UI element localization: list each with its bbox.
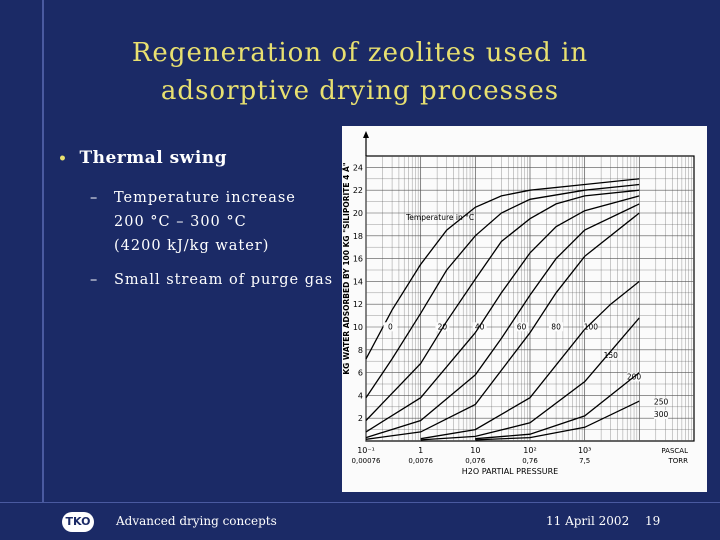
sub2-text: Small stream of purge gas (114, 272, 334, 288)
series-line-250 (475, 372, 640, 440)
y-tick-label: 4 (358, 391, 363, 400)
unit-label-torr: TORR (667, 457, 688, 465)
footer-date: 11 April 2002 (546, 514, 630, 528)
title-line-2: adsorptive drying processes (160, 76, 560, 106)
bullet-item: • Thermal swing (58, 148, 333, 170)
x-tick-label-torr: 7,5 (579, 457, 590, 465)
series-line-0 (365, 178, 640, 360)
series-label-0: 0 (388, 322, 393, 331)
series-line-200 (420, 317, 640, 441)
x-tick-label-torr: 0,76 (522, 457, 538, 465)
x-tick-label-torr: 0,076 (465, 457, 486, 465)
y-tick-label: 18 (353, 232, 363, 241)
y-tick-label: 22 (353, 186, 363, 195)
y-tick-label: 24 (353, 163, 363, 172)
unit-label-pascal: PASCAL (661, 447, 688, 455)
y-tick-label: 2 (358, 414, 363, 423)
series-line-100 (365, 212, 640, 440)
series-label-20: 20 (438, 322, 448, 331)
y-tick-label: 16 (353, 255, 363, 264)
series-line-20 (365, 183, 640, 399)
series-label-80: 80 (551, 322, 561, 331)
adsorption-isotherm-chart: 2 4 6 8 10 12 14 16 18 20 22 24 KG WATER ADSORBED BY… (342, 126, 707, 492)
series-label-bg (514, 322, 529, 332)
y-tick-label: 10 (353, 323, 363, 332)
x-tick-label-pascal: 1 (418, 446, 423, 455)
y-tick-label: 20 (353, 209, 363, 218)
series-line-80 (365, 203, 640, 439)
series-label-bg (654, 410, 669, 420)
series-line-60 (365, 195, 640, 433)
series-label-bg (603, 350, 618, 360)
series-label-bg (583, 322, 598, 332)
bullet-dot-icon: • (58, 151, 68, 167)
y-tick-label: 8 (358, 346, 363, 355)
footer-page-number: 19 (645, 514, 661, 528)
series-label-150: 150 (604, 351, 619, 360)
sub1-line-2: 200 °C – 300 °C (114, 214, 247, 230)
series-line-300 (475, 400, 640, 441)
sub1-line-3: (4200 kJ/kg water) (114, 238, 270, 254)
left-rule (42, 0, 44, 502)
dash-icon: – (90, 272, 99, 288)
y-axis-label: KG WATER ADSORBED BY 100 KG "SILIPORITE … (342, 162, 351, 374)
title-line-1: Regeneration of zeolites used in (131, 38, 589, 68)
bullet-list: • Thermal swing – Temperature increase 20… (58, 148, 333, 292)
sub-bullet-temperature: – Temperature increase 200 °C – 300 °C (4… (90, 186, 333, 258)
legend-title: Temperature in °C (405, 213, 474, 222)
sub-bullet-purge: – Small stream of purge gas (90, 268, 333, 292)
slide-title: Regeneration of zeolites used in adsorpt… (90, 34, 630, 110)
series-line-40 (365, 189, 640, 421)
dash-icon: – (90, 190, 99, 206)
series-label-bg (654, 397, 669, 407)
y-tick-label: 12 (353, 300, 363, 309)
series-label-60: 60 (517, 322, 527, 331)
x-axis-label: H2O PARTIAL PRESSURE (462, 467, 559, 476)
x-tick-label-pascal: 10³ (578, 446, 591, 455)
series-label-300: 300 (654, 410, 669, 419)
x-tick-label-torr: 0,00076 (352, 457, 381, 465)
footer-title: Advanced drying concepts (116, 514, 277, 528)
footer-rule (0, 502, 720, 503)
bullet-label: Thermal swing (79, 148, 228, 168)
sub1-line-1: Temperature increase (114, 190, 296, 206)
x-tick-label-pascal: 10² (523, 446, 536, 455)
x-tick-label-pascal: 10⁻¹ (357, 446, 375, 455)
series-line-150 (420, 280, 640, 440)
series-label-bg (435, 322, 450, 332)
x-tick-label-pascal: 10 (470, 446, 480, 455)
tko-logo: TKO (62, 512, 94, 532)
y-axis-arrow-icon (363, 131, 369, 138)
x-tick-label-torr: 0,0076 (408, 457, 433, 465)
series-label-bg (383, 322, 398, 332)
series-label-bg (549, 322, 564, 332)
y-tick-label: 14 (353, 277, 363, 286)
series-label-100: 100 (584, 322, 599, 331)
series-label-250: 250 (654, 398, 669, 407)
y-tick-label: 6 (358, 369, 363, 378)
